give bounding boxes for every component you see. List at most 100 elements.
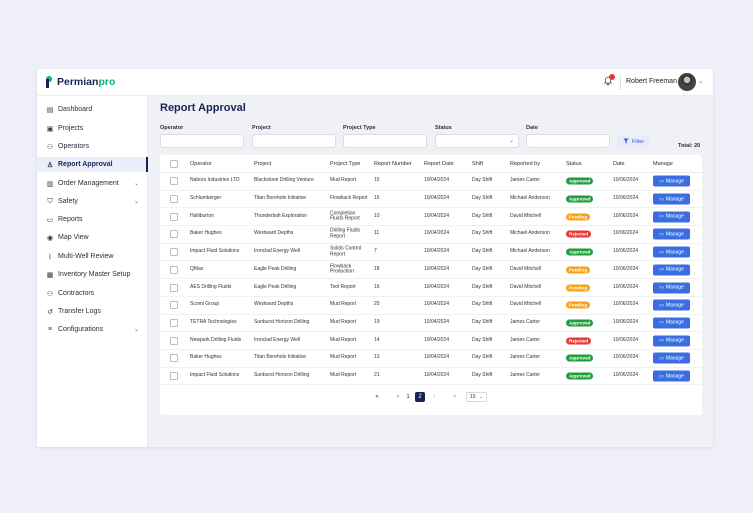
manage-button[interactable]: ▭ Manage — [653, 193, 690, 205]
manage-button[interactable]: ▭ Manage — [653, 228, 690, 240]
manage-button[interactable]: ▭ Manage — [653, 370, 690, 382]
brand-name-primary: Permian — [57, 76, 99, 88]
header-report-number[interactable]: Report Number — [374, 161, 412, 167]
row-checkbox[interactable] — [170, 336, 178, 345]
chevron-down-icon[interactable]: ⌄ — [698, 79, 704, 85]
manage-button-label: Manage — [665, 196, 684, 203]
chevron-down-icon: ⌄ — [133, 199, 139, 205]
manage-button[interactable]: ▭ Manage — [653, 352, 690, 364]
sidebar-item-reports[interactable]: ▭ Reports — [37, 212, 148, 227]
cell-shift: Day Shift — [472, 319, 493, 326]
cell-operator: Halliburton — [190, 212, 214, 219]
first-page-icon[interactable]: « — [375, 394, 379, 400]
cell-shift: Day Shift — [472, 230, 493, 237]
header-reported-by[interactable]: Reported by — [510, 161, 540, 167]
sidebar-item-projects[interactable]: ▣ Projects — [37, 121, 148, 136]
folder-icon: ▭ — [659, 284, 664, 291]
sidebar-item-order-management[interactable]: ▥ Order Management ⌄ — [37, 176, 148, 191]
manage-button[interactable]: ▭ Manage — [653, 175, 690, 187]
next-page-icon[interactable]: › — [433, 394, 435, 400]
status-badge: Pending — [566, 266, 591, 274]
user-name[interactable]: Robert Freeman — [626, 78, 677, 85]
prev-page-icon[interactable]: ‹ — [397, 394, 399, 400]
sidebar-item-map-view[interactable]: ◉ Map View — [37, 230, 148, 245]
page-size-select[interactable]: 10 ⌄ — [466, 392, 487, 402]
header-project[interactable]: Project — [254, 161, 272, 167]
sidebar-item-multi-well-review[interactable]: ⌇ Multi-Well Review — [37, 249, 148, 264]
operator-filter-input[interactable] — [160, 134, 244, 148]
row-checkbox[interactable] — [170, 301, 178, 310]
status-badge: Rejected — [566, 230, 592, 238]
row-checkbox[interactable] — [170, 318, 178, 327]
header-date[interactable]: Date — [613, 161, 625, 167]
table-row: AES Drilling Fluids Eagle Peak Drilling To… — [160, 279, 702, 297]
row-checkbox[interactable] — [170, 354, 178, 363]
cell-operator: Impact Fluid Solutions — [190, 248, 240, 255]
folder-icon: ▭ — [659, 302, 664, 309]
header-shift[interactable]: Shift — [472, 161, 484, 167]
header-report-date[interactable]: Report Date — [424, 161, 454, 167]
manage-button[interactable]: ▭ Manage — [653, 246, 690, 258]
header-project-type[interactable]: Project Type — [330, 161, 361, 167]
sidebar-item-operators[interactable]: ⚇ Operators — [37, 139, 148, 154]
page-1-button[interactable]: 1 — [406, 394, 410, 400]
chevron-down-icon: ⌄ — [133, 181, 139, 187]
sidebar-item-contractors[interactable]: ⚇ Contractors — [37, 286, 148, 301]
row-checkbox[interactable] — [170, 372, 178, 381]
header-operator[interactable]: Operator — [190, 161, 212, 167]
last-page-icon[interactable]: » — [453, 394, 457, 400]
folder-icon: ▭ — [659, 213, 664, 220]
cell-project-type: Drilling Fluids Report — [330, 227, 361, 240]
manage-button[interactable]: ▭ Manage — [653, 211, 690, 223]
row-checkbox[interactable] — [170, 177, 178, 186]
date-filter-input[interactable] — [526, 134, 610, 148]
cell-operator: TETRA Technologies — [190, 319, 237, 326]
project-filter-input[interactable] — [252, 134, 336, 148]
row-checkbox[interactable] — [170, 212, 178, 221]
folder-icon: ▭ — [659, 249, 664, 256]
main-content: Report Approval Operator Project Project… — [148, 96, 713, 447]
header-status[interactable]: Status — [566, 161, 582, 167]
row-checkbox[interactable] — [170, 195, 178, 204]
manage-button[interactable]: ▭ Manage — [653, 299, 690, 311]
cell-report-number: 15 — [374, 177, 380, 184]
cell-project: Ironclad Energy Well — [254, 336, 301, 343]
page-2-button[interactable]: 2 — [415, 392, 425, 402]
cell-report-number: 18 — [374, 266, 380, 273]
sidebar-item-configurations[interactable]: ≡ Configurations ⌄ — [37, 322, 148, 337]
cell-shift: Day Shift — [472, 212, 493, 219]
top-bar: Permian pro Robert Freeman ⌄ — [37, 69, 713, 96]
sidebar-item-inventory-master-setup[interactable]: ▦ Inventory Master Setup — [37, 267, 148, 282]
cell-report-date: 10/04/2024 — [424, 212, 450, 219]
manage-button-label: Manage — [665, 284, 684, 291]
cell-report-date: 10/04/2024 — [424, 195, 450, 202]
row-checkbox[interactable] — [170, 230, 178, 239]
row-checkbox[interactable] — [170, 283, 178, 292]
avatar[interactable] — [678, 73, 696, 91]
select-all-checkbox[interactable] — [170, 159, 178, 168]
status-filter-select[interactable]: ⌄ — [435, 134, 519, 148]
cell-report-date: 10/04/2024 — [424, 283, 450, 290]
manage-button[interactable]: ▭ Manage — [653, 282, 690, 294]
cell-reported-by: James Carter — [510, 372, 541, 379]
manage-button[interactable]: ▭ Manage — [653, 317, 690, 329]
filter-button-label: Filter — [631, 138, 645, 145]
sidebar-item-transfer-logs[interactable]: ↺ Transfer Logs — [37, 304, 148, 319]
table-row: QMax Eagle Peak Drilling Flowback Producti… — [160, 262, 702, 280]
date-filter-label: Date — [526, 125, 538, 131]
brand-logo[interactable]: Permian pro — [46, 75, 115, 89]
row-checkbox[interactable] — [170, 265, 178, 274]
status-badge: Approved — [566, 372, 594, 380]
manage-button[interactable]: ▭ Manage — [653, 264, 690, 276]
cell-project: Sunburst Horizon Drilling — [254, 372, 310, 379]
row-checkbox[interactable] — [170, 248, 178, 257]
sidebar-item-dashboard[interactable]: ▤ Dashboard — [37, 102, 148, 117]
cell-date: 10/06/2024 — [613, 248, 639, 255]
cell-reported-by: Michael Anderson — [510, 248, 550, 255]
manage-button[interactable]: ▭ Manage — [653, 335, 690, 347]
sidebar-item-report-approval[interactable]: ♙ Report Approval — [37, 157, 148, 172]
cell-report-date: 10/04/2024 — [424, 301, 450, 308]
filter-button[interactable]: Filter — [617, 135, 650, 148]
sidebar-item-safety[interactable]: ⛉ Safety ⌄ — [37, 194, 148, 209]
project-type-filter-input[interactable] — [343, 134, 427, 148]
